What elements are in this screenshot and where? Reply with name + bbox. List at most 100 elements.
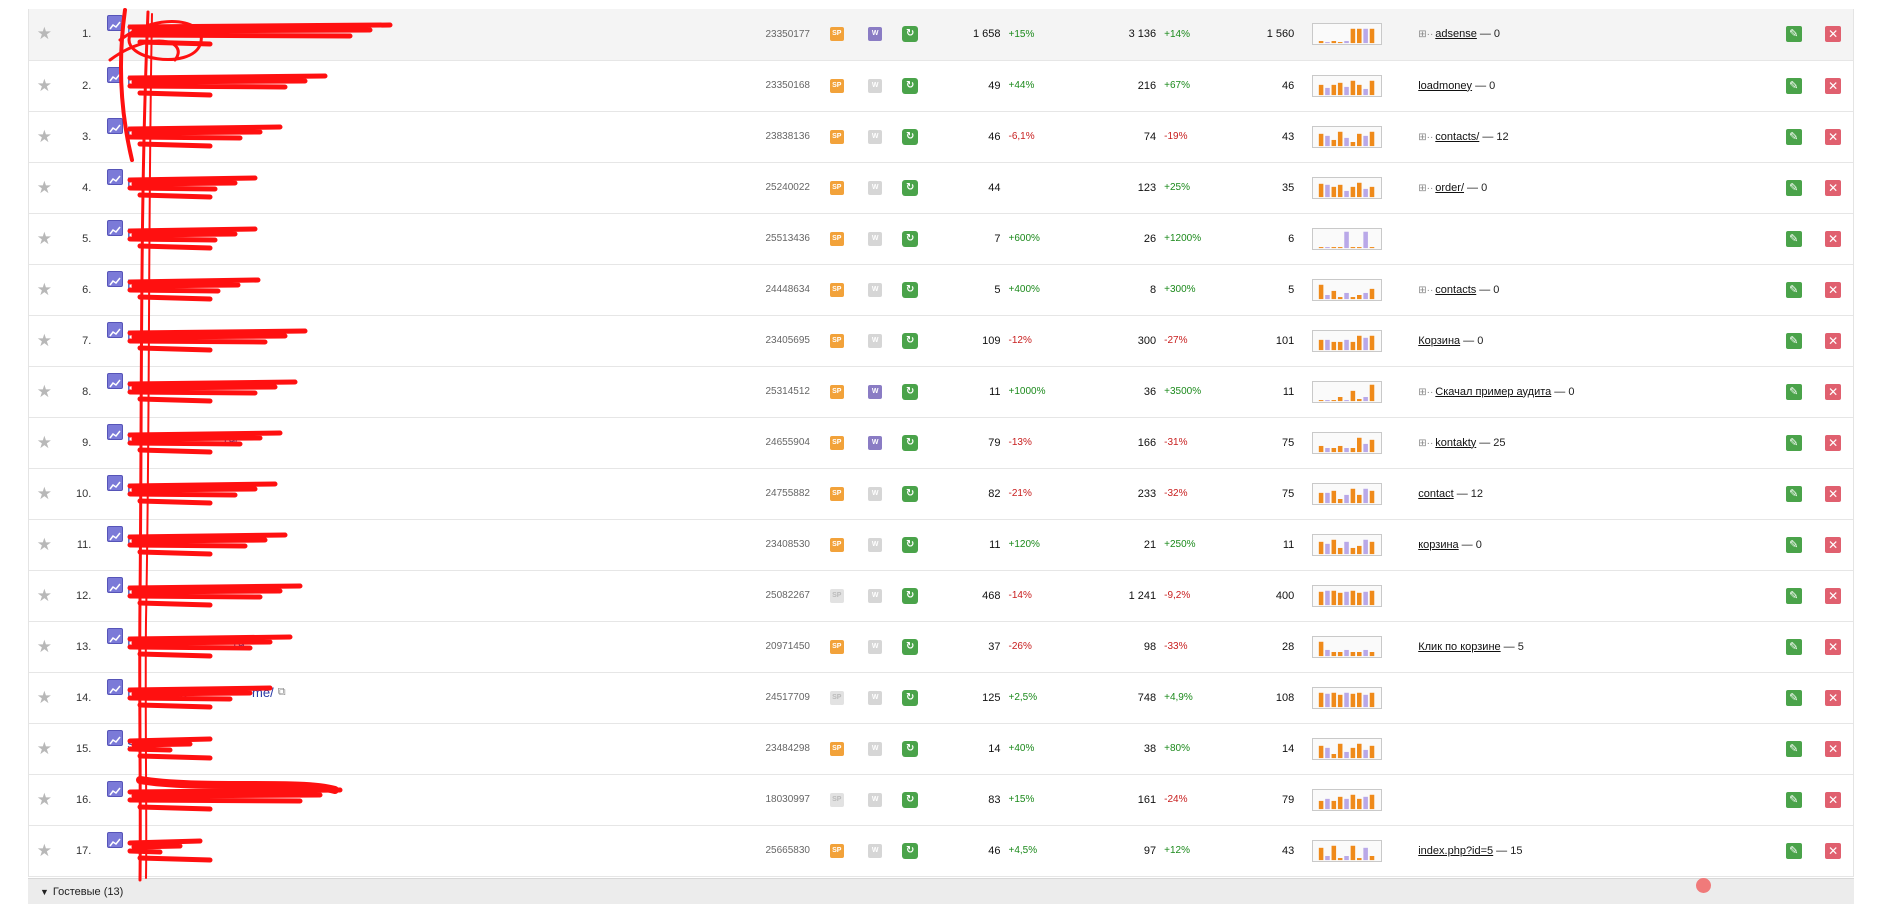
code-status-icon[interactable]: SP [829,435,844,450]
external-link-icon[interactable]: ⧉ [137,737,146,749]
star-icon[interactable]: ★ [36,228,52,248]
sparkline-chart[interactable] [1312,329,1383,352]
webvisor-icon[interactable]: W [868,282,883,297]
code-status-icon[interactable]: SP [829,180,844,195]
webvisor-icon[interactable]: W [868,537,883,552]
external-link-icon[interactable]: ⧉ [163,380,172,392]
webvisor-icon[interactable]: W [868,180,883,195]
sparkline-chart[interactable] [1312,176,1383,199]
star-icon[interactable]: ★ [36,840,52,860]
site-url-link[interactable]: http [127,277,150,292]
code-status-icon[interactable]: SP [829,486,844,501]
close-icon[interactable]: ✕ [1825,842,1842,859]
star-icon[interactable]: ★ [36,279,52,299]
pencil-icon[interactable]: ✎ [1785,26,1802,43]
site-url-link[interactable]: http:// [127,379,160,394]
code-status-icon[interactable]: SP [829,792,844,807]
refresh-icon[interactable]: ↻ [902,791,919,808]
chart-icon[interactable] [107,831,124,848]
pencil-icon[interactable]: ✎ [1785,842,1802,859]
site-url-link[interactable]: http://w [127,634,170,649]
external-link-icon[interactable]: ⧉ [180,584,189,596]
webvisor-icon[interactable]: W [868,843,883,858]
expand-icon[interactable]: ⊞·· [1418,29,1434,41]
chart-icon[interactable] [107,474,124,491]
sparkline-chart[interactable] [1312,788,1383,811]
pencil-icon[interactable]: ✎ [1785,536,1802,553]
close-icon[interactable]: ✕ [1825,179,1842,196]
code-status-icon[interactable]: SP [829,129,844,144]
sparkline-chart[interactable] [1312,839,1383,862]
external-link-icon[interactable]: ⧉ [131,788,140,800]
goal-link[interactable]: корзина [1418,538,1459,551]
site-url-link[interactable]: http://www [127,685,189,700]
pencil-icon[interactable]: ✎ [1785,179,1802,196]
code-status-icon[interactable]: SP [829,384,844,399]
goal-link[interactable]: contacts/ [1435,130,1480,143]
pencil-icon[interactable]: ✎ [1785,77,1802,94]
site-url-tail[interactable]: ru [233,634,245,649]
expand-icon[interactable]: ⊞·· [1418,131,1434,143]
star-icon[interactable]: ★ [36,24,52,44]
close-icon[interactable]: ✕ [1825,434,1842,451]
external-link-icon[interactable]: ⧉ [277,686,286,698]
close-icon[interactable]: ✕ [1825,77,1842,94]
star-icon[interactable]: ★ [36,585,52,605]
goal-link[interactable]: Скачал пример аудита [1435,385,1552,398]
sparkline-chart[interactable] [1312,737,1383,760]
refresh-icon[interactable]: ↻ [902,26,919,43]
close-icon[interactable]: ✕ [1825,689,1842,706]
pencil-icon[interactable]: ✎ [1785,383,1802,400]
site-url-link[interactable]: http:// [127,430,160,445]
goal-link[interactable]: contact [1418,487,1454,500]
webvisor-icon[interactable]: W [868,27,883,42]
goal-link[interactable]: contacts [1435,283,1477,296]
sparkline-chart[interactable] [1312,227,1383,250]
star-icon[interactable]: ★ [36,381,52,401]
chart-icon[interactable] [107,525,124,542]
sparkline-chart[interactable] [1312,125,1383,148]
refresh-icon[interactable]: ↻ [902,332,919,349]
refresh-icon[interactable]: ↻ [902,230,919,247]
external-link-icon[interactable]: ⧉ [131,839,140,851]
site-url-link[interactable]: http [127,226,150,241]
close-icon[interactable]: ✕ [1825,791,1842,808]
expand-icon[interactable]: ⊞·· [1418,386,1434,398]
webvisor-icon[interactable]: W [868,333,883,348]
site-url-link[interactable]: http://wa [127,583,177,598]
code-status-icon[interactable]: SP [829,27,844,42]
chart-icon[interactable] [107,219,124,236]
close-icon[interactable]: ✕ [1825,536,1842,553]
refresh-icon[interactable]: ↻ [902,689,919,706]
chart-icon[interactable] [107,168,124,185]
webvisor-icon[interactable]: W [868,231,883,246]
webvisor-icon[interactable]: W [868,384,883,399]
pencil-icon[interactable]: ✎ [1785,128,1802,145]
site-url-link[interactable]: s [127,736,134,751]
site-url-link[interactable]: http [127,175,150,190]
webvisor-icon[interactable]: W [868,741,883,756]
star-icon[interactable]: ★ [36,483,52,503]
external-link-icon[interactable]: ⧉ [243,431,251,443]
chart-icon[interactable] [107,66,124,83]
chart-icon[interactable] [107,678,124,695]
code-status-icon[interactable]: SP [829,741,844,756]
star-icon[interactable]: ★ [36,738,52,758]
chart-icon[interactable] [107,627,124,644]
sparkline-chart[interactable] [1312,533,1383,556]
code-status-icon[interactable]: SP [829,639,844,654]
refresh-icon[interactable]: ↻ [902,434,919,451]
sparkline-chart[interactable] [1312,23,1383,46]
sparkline-chart[interactable] [1312,380,1383,403]
chart-icon[interactable] [107,117,124,134]
chart-icon[interactable] [107,270,124,287]
chart-icon[interactable] [107,576,124,593]
star-icon[interactable]: ★ [36,432,52,452]
close-icon[interactable]: ✕ [1825,230,1842,247]
close-icon[interactable]: ✕ [1825,128,1842,145]
expand-icon[interactable]: ⊞·· [1418,284,1434,296]
sparkline-chart[interactable] [1312,584,1383,607]
refresh-icon[interactable]: ↻ [902,740,919,757]
star-icon[interactable]: ★ [36,534,52,554]
site-url-link[interactable]: http [127,21,150,37]
